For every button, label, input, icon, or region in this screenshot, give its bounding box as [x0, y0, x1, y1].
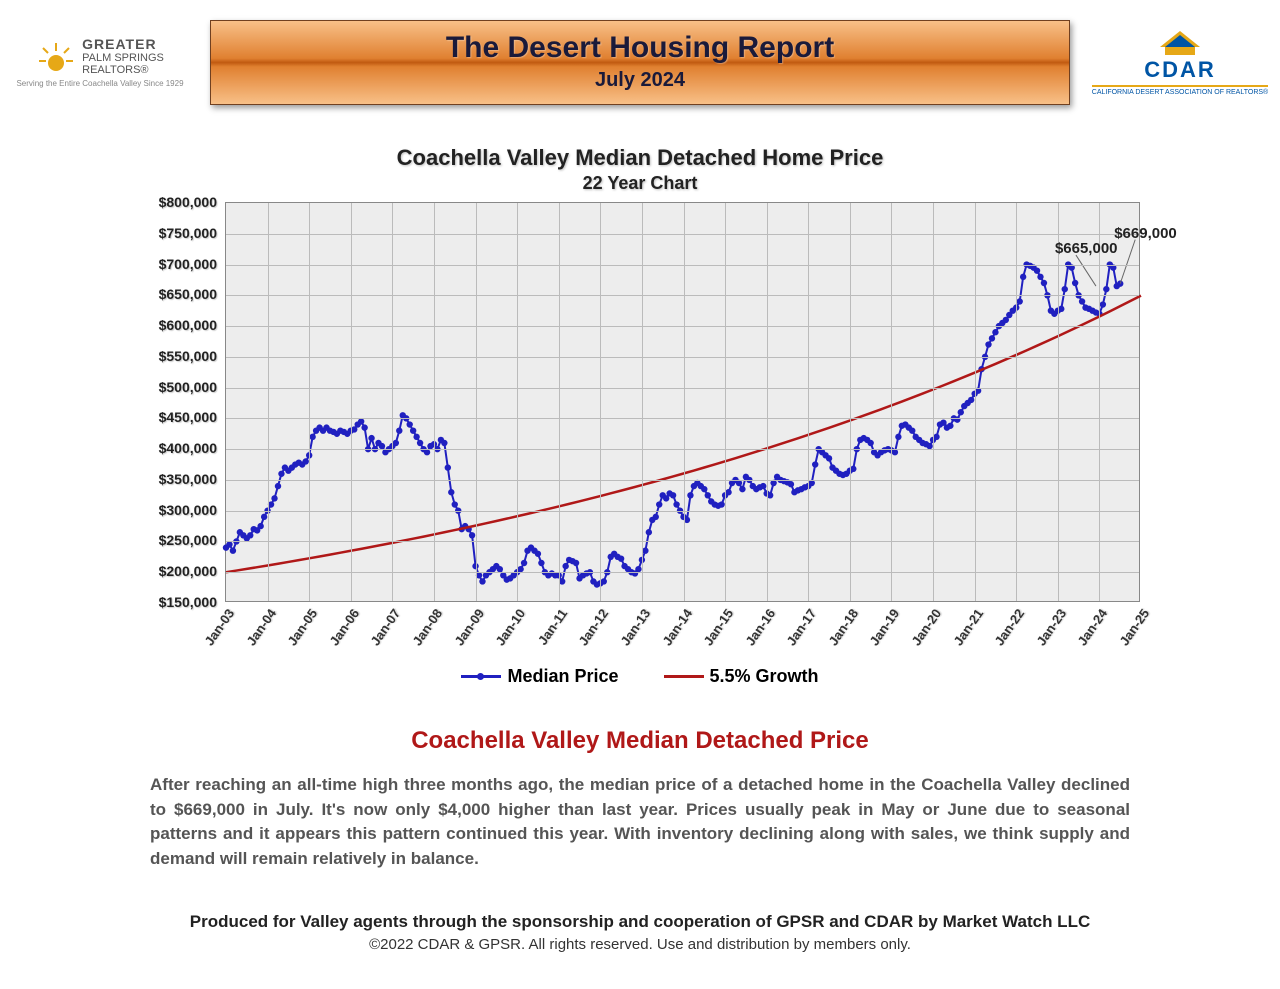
x-tick-label: Jan-20 — [908, 606, 944, 648]
x-tick-label: Jan-04 — [243, 606, 279, 648]
sun-icon — [36, 41, 76, 71]
cdar-sub: CALIFORNIA DESERT ASSOCIATION OF REALTOR… — [1092, 85, 1268, 96]
y-tick-label: $800,000 — [159, 194, 217, 210]
report-date: July 2024 — [211, 69, 1069, 92]
y-tick-label: $300,000 — [159, 502, 217, 518]
x-tick-label: Jan-13 — [617, 606, 653, 648]
y-tick-label: $450,000 — [159, 409, 217, 425]
cdar-logo: CDAR CALIFORNIA DESERT ASSOCIATION OF RE… — [1090, 29, 1270, 96]
y-tick-label: $750,000 — [159, 225, 217, 241]
header: GREATER PALM SPRINGS REALTORS® Serving t… — [0, 0, 1280, 115]
y-tick-label: $400,000 — [159, 440, 217, 456]
x-tick-label: Jan-23 — [1033, 606, 1069, 648]
footer-copyright: ©2022 CDAR & GPSR. All rights reserved. … — [0, 936, 1280, 953]
report-title: The Desert Housing Report — [211, 31, 1069, 65]
legend-label-0: Median Price — [507, 666, 618, 687]
gpsr-sub1: PALM SPRINGS — [82, 52, 164, 64]
cdar-main: CDAR — [1144, 57, 1216, 83]
y-tick-label: $250,000 — [159, 532, 217, 548]
x-axis: Jan-03Jan-04Jan-05Jan-06Jan-07Jan-08Jan-… — [225, 602, 1140, 652]
x-tick-label: Jan-07 — [368, 606, 404, 648]
gpsr-tagline: Serving the Entire Coachella Valley Sinc… — [16, 79, 183, 88]
plot-area — [225, 202, 1140, 602]
title-banner: The Desert Housing Report July 2024 — [210, 20, 1070, 105]
gpsr-main: GREATER — [82, 37, 164, 52]
x-tick-label: Jan-11 — [534, 606, 570, 648]
x-tick-label: Jan-08 — [409, 606, 445, 648]
x-tick-label: Jan-17 — [784, 606, 820, 648]
y-tick-label: $550,000 — [159, 348, 217, 364]
x-tick-label: Jan-24 — [1075, 606, 1111, 648]
x-tick-label: Jan-21 — [950, 606, 986, 648]
y-tick-label: $350,000 — [159, 471, 217, 487]
y-tick-label: $600,000 — [159, 317, 217, 333]
x-tick-label: Jan-06 — [326, 606, 362, 648]
x-tick-label: Jan-25 — [1116, 606, 1152, 648]
x-tick-label: Jan-15 — [700, 606, 736, 648]
x-tick-label: Jan-14 — [659, 606, 695, 648]
gpsr-sub2: REALTORS® — [82, 64, 164, 76]
footer-sponsor: Produced for Valley agents through the s… — [0, 912, 1280, 932]
x-tick-label: Jan-12 — [576, 606, 612, 648]
legend: Median Price 5.5% Growth — [140, 662, 1140, 687]
house-icon — [1155, 29, 1205, 57]
callout-label: $665,000 — [1055, 240, 1118, 257]
section-body: After reaching an all-time high three mo… — [150, 773, 1130, 872]
y-tick-label: $500,000 — [159, 379, 217, 395]
chart-title: Coachella Valley Median Detached Home Pr… — [140, 145, 1140, 171]
x-tick-label: Jan-09 — [451, 606, 487, 648]
x-tick-label: Jan-10 — [492, 606, 528, 648]
legend-item-median: Median Price — [461, 666, 618, 687]
y-tick-label: $200,000 — [159, 563, 217, 579]
callout-label: $669,000 — [1114, 225, 1177, 242]
x-tick-label: Jan-22 — [992, 606, 1028, 648]
y-tick-label: $650,000 — [159, 286, 217, 302]
legend-label-1: 5.5% Growth — [710, 666, 819, 687]
chart-subtitle: 22 Year Chart — [140, 173, 1140, 194]
y-tick-label: $700,000 — [159, 256, 217, 272]
section-heading: Coachella Valley Median Detached Price — [0, 727, 1280, 755]
chart: Coachella Valley Median Detached Home Pr… — [140, 145, 1140, 687]
x-tick-label: Jan-16 — [742, 606, 778, 648]
x-tick-label: Jan-05 — [285, 606, 321, 648]
x-tick-label: Jan-03 — [201, 606, 237, 648]
x-tick-label: Jan-19 — [867, 606, 903, 648]
legend-item-growth: 5.5% Growth — [664, 666, 819, 687]
gpsr-logo: GREATER PALM SPRINGS REALTORS® Serving t… — [10, 37, 190, 89]
y-tick-label: $150,000 — [159, 594, 217, 610]
x-tick-label: Jan-18 — [825, 606, 861, 648]
y-axis: $150,000$200,000$250,000$300,000$350,000… — [140, 202, 225, 602]
